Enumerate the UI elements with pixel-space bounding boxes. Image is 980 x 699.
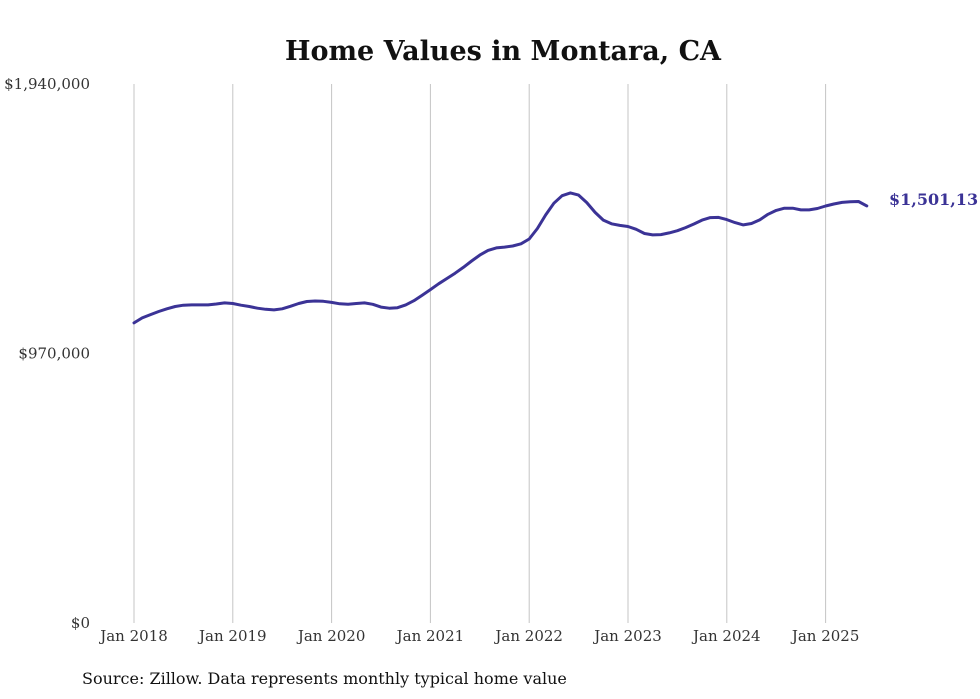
x-axis-ticks: Jan 2018 Jan 2019 Jan 2020 Jan 2021 Jan 2022… (98, 627, 859, 645)
x-tick-label: Jan 2021 (395, 627, 465, 645)
y-tick-label: $970,000 (18, 345, 90, 363)
x-tick-label: Jan 2023 (592, 627, 662, 645)
end-value-label: $1,501,13 (889, 190, 978, 209)
chart-title: Home Values in Montara, CA (285, 36, 722, 67)
series-layer (132, 191, 869, 325)
y-axis-ticks: $0 $970,000 $1,940,000 (4, 75, 90, 632)
x-tick-label: Jan 2022 (493, 627, 563, 645)
y-tick-label: $0 (71, 614, 90, 632)
x-tick-label: Jan 2018 (98, 627, 168, 645)
x-tick-label: Jan 2019 (197, 627, 267, 645)
x-tick-label: Jan 2025 (790, 627, 860, 645)
vertical-gridlines (133, 84, 827, 623)
series-line (132, 191, 869, 325)
source-note: Source: Zillow. Data represents monthly … (82, 669, 567, 688)
x-tick-label: Jan 2024 (691, 627, 761, 645)
y-tick-label: $1,940,000 (4, 75, 90, 93)
x-tick-label: Jan 2020 (296, 627, 366, 645)
